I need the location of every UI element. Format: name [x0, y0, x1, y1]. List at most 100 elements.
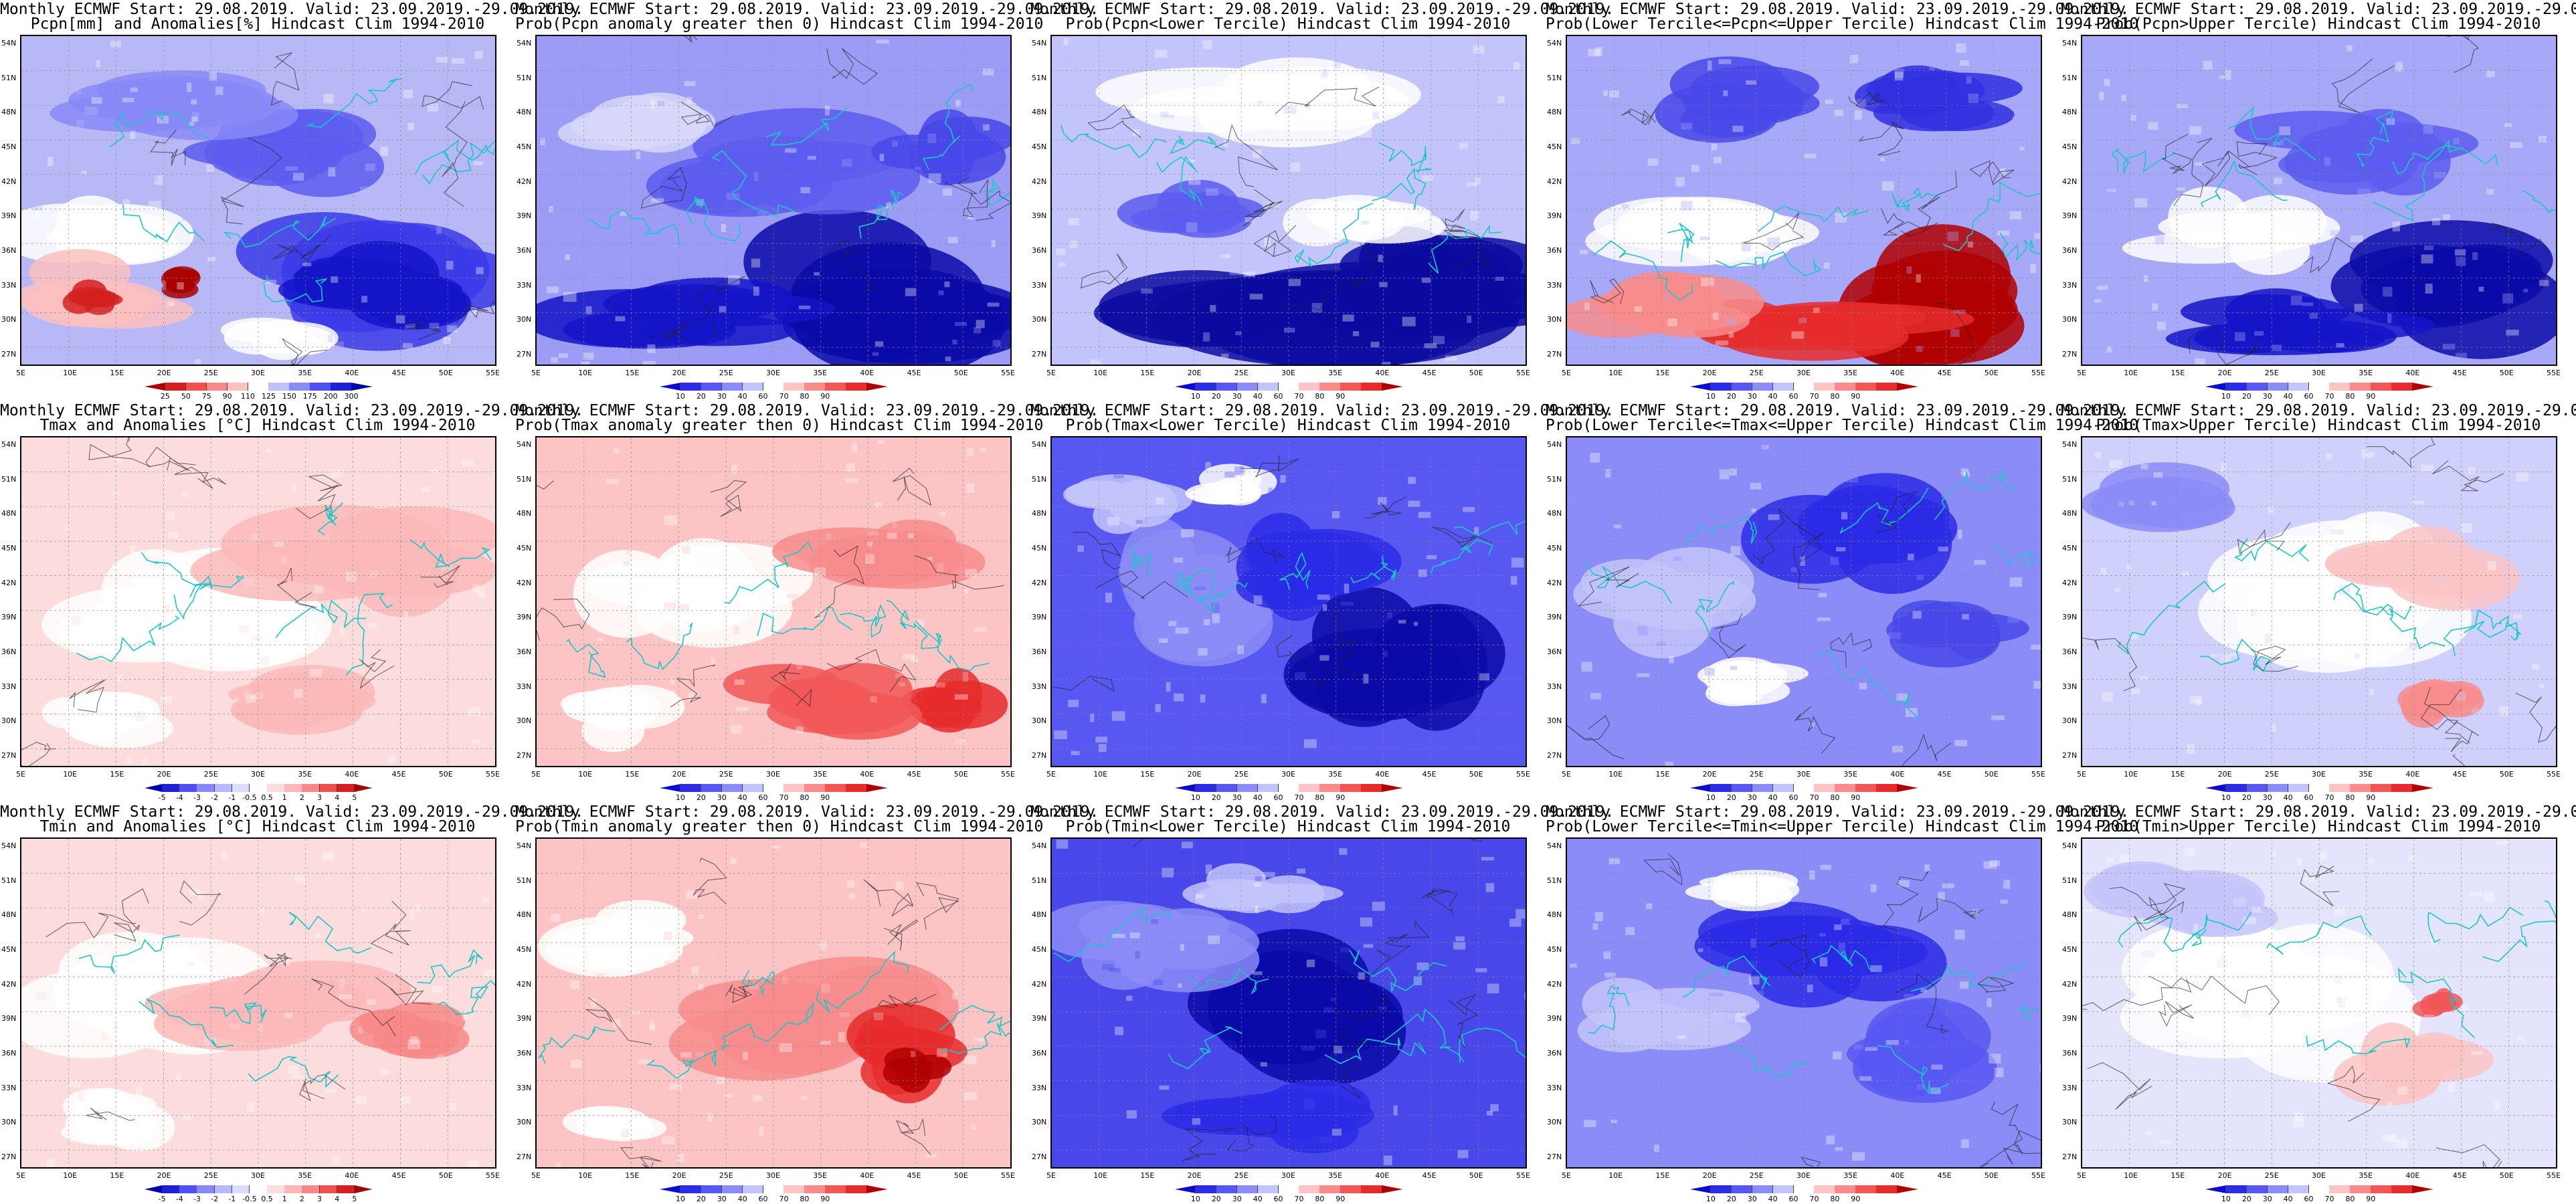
lon-tick-label: 5E — [1046, 369, 1056, 377]
colorbar-label: 90 — [820, 392, 830, 401]
colorbar — [1690, 383, 1918, 391]
field-speckle — [358, 880, 372, 886]
colorbar-segment — [1752, 383, 1774, 391]
field-speckle — [1493, 128, 1506, 138]
field-speckle — [328, 334, 333, 342]
field-speckle — [1360, 917, 1372, 927]
lon-tick-label: 5E — [1562, 369, 1571, 377]
coastline — [2392, 144, 2498, 175]
field-speckle — [1080, 340, 1085, 348]
field-speckle — [2315, 858, 2328, 868]
field-speckle — [2386, 1102, 2393, 1107]
forecast-panel-pcpn-anomaly: Monthly ECMWF Start: 29.08.2019. Valid: … — [0, 0, 583, 401]
lat-tick-label: 45N — [517, 945, 532, 954]
coastline — [2333, 583, 2412, 620]
field-speckle — [1261, 694, 1267, 704]
contour-line — [537, 480, 555, 490]
field-speckle — [735, 955, 747, 959]
contour-line — [1253, 225, 1297, 258]
field-speckle — [563, 94, 573, 104]
field-speckle — [159, 688, 171, 697]
field-speckle — [800, 763, 806, 766]
field-speckle — [1768, 514, 1780, 520]
forecast-panel-tmin-prob-anom: Monthly ECMWF Start: 29.08.2019. Valid: … — [515, 803, 1099, 1204]
field-shade — [1669, 56, 1787, 112]
lon-tick-label: 10E — [2124, 369, 2138, 377]
colorbar-segment — [1382, 1185, 1403, 1193]
coastline — [765, 106, 848, 146]
lat-tick-label: 51N — [1032, 474, 1047, 484]
colorbar-segment — [179, 1185, 197, 1193]
field-speckle — [1907, 134, 1918, 141]
field-shade — [585, 694, 657, 732]
field-speckle — [1718, 59, 1732, 64]
field-speckle — [585, 306, 592, 314]
field-speckle — [2499, 706, 2509, 716]
field-speckle — [1268, 488, 1273, 494]
lon-tick-label: 20E — [157, 1171, 171, 1180]
contour-line — [299, 1074, 345, 1102]
field-speckle — [133, 247, 139, 255]
field-speckle — [636, 1028, 641, 1039]
field-speckle — [1835, 213, 1847, 223]
colorbar-segment — [660, 1185, 681, 1193]
field-speckle — [628, 1161, 637, 1167]
field-speckle — [558, 353, 568, 359]
map-field-svg — [537, 839, 1010, 1167]
field-speckle — [891, 140, 898, 147]
field-speckle — [2338, 585, 2351, 595]
field-shade — [634, 569, 793, 648]
colorbar-segment — [2350, 1185, 2371, 1193]
lon-tick-label: 25E — [1749, 1171, 1764, 1180]
field-speckle — [540, 138, 545, 146]
field-speckle — [129, 544, 136, 555]
field-speckle — [1382, 651, 1388, 657]
colorbar-segment — [1257, 1185, 1279, 1193]
field-speckle — [130, 87, 138, 92]
contour-line — [86, 1107, 136, 1121]
contour-line — [1340, 1019, 1368, 1100]
field-speckle — [1968, 93, 1979, 104]
lon-tick-label: 45E — [1422, 369, 1437, 377]
colorbar-segment — [2350, 383, 2371, 391]
field-speckle — [685, 890, 697, 900]
colorbar-segment — [2308, 784, 2330, 792]
field-speckle — [1978, 457, 1985, 461]
lon-tick-label: 40E — [345, 369, 359, 377]
field-speckle — [1989, 860, 2000, 867]
lon-tick-label: 5E — [2077, 1171, 2086, 1180]
colorbar-label: 90 — [1336, 1195, 1346, 1203]
field-speckle — [175, 1073, 181, 1080]
field-speckle — [2238, 1102, 2248, 1108]
field-speckle — [1956, 43, 1966, 53]
colorbar-segment — [2267, 1185, 2289, 1193]
field-speckle — [2523, 288, 2528, 293]
lon-tick-label: 30E — [251, 1171, 265, 1180]
field-speckle — [1065, 57, 1075, 64]
field-speckle — [1936, 132, 1948, 141]
field-speckle — [1904, 1039, 1909, 1044]
field-speckle — [483, 969, 495, 978]
lon-tick-label: 45E — [1937, 369, 1952, 377]
field-speckle — [2453, 138, 2460, 144]
field-speckle — [1267, 202, 1279, 207]
field-speckle — [1568, 62, 1576, 73]
lat-tick-label: 33N — [2062, 280, 2078, 290]
contour-line — [2158, 1001, 2195, 1027]
lon-tick-label: 30E — [1797, 1171, 1811, 1180]
colorbar-segment — [1793, 383, 1815, 391]
contour-line — [2515, 692, 2556, 743]
field-shade — [1636, 585, 1716, 625]
field-speckle — [650, 99, 655, 109]
field-speckle — [552, 520, 557, 528]
contour-line — [375, 974, 432, 1006]
lon-tick-label: 5E — [1562, 770, 1571, 779]
colorbar-label: 80 — [1830, 1195, 1840, 1203]
field-shade — [364, 276, 466, 328]
field-speckle — [166, 511, 175, 520]
contour-line — [1590, 278, 1625, 304]
field-speckle — [1231, 848, 1240, 856]
field-speckle — [663, 931, 672, 940]
lon-tick-label: 25E — [1749, 770, 1764, 779]
field-speckle — [23, 559, 35, 569]
